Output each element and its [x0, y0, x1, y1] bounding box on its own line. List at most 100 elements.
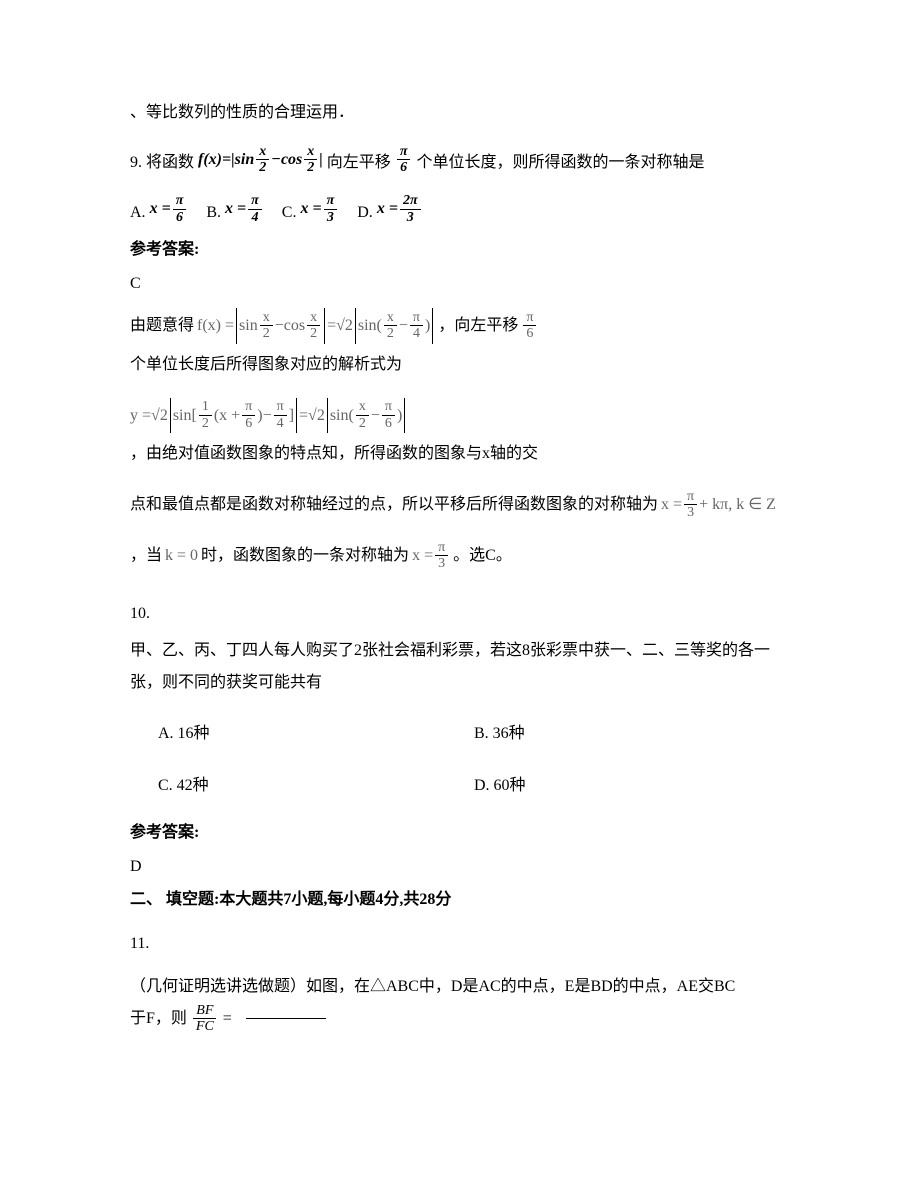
- abs-a: sin[ 1 2 (x + π 6 )− π 4 ]: [168, 398, 299, 433]
- cos: cos: [284, 308, 305, 343]
- d: 3: [435, 556, 448, 571]
- num: x: [256, 144, 269, 160]
- q9-func-lhs: f(x)=: [198, 147, 231, 173]
- k0: k = 0: [165, 538, 198, 573]
- q10-opt-d: D. 60种: [474, 773, 790, 799]
- opt-c-expr: x = π 3: [300, 193, 339, 225]
- minus: −: [271, 147, 281, 173]
- q9-stem: 9. 将函数 f(x)= | sin x 2 − cos x 2 | 向左平移 …: [130, 144, 790, 176]
- lhs: f(x) =: [197, 308, 234, 343]
- n: π: [410, 310, 423, 326]
- den: 2: [304, 160, 317, 175]
- cos-label: cos: [281, 147, 302, 173]
- n: π: [274, 399, 287, 415]
- q9-options: A. x = π 6 B. x = π 4 C. x = π 3: [130, 193, 790, 225]
- q9-explain-4: ，当 k = 0 时，函数图象的一条对称轴为 x = π 3 。选C。: [130, 538, 790, 573]
- f2: π 6: [242, 399, 255, 431]
- close: ): [425, 308, 430, 343]
- num: π: [248, 193, 262, 209]
- n: x: [260, 310, 273, 326]
- minus: −: [399, 308, 408, 343]
- explain-p4c: 。选C。: [453, 538, 512, 573]
- q9-mid1: 向左平移: [327, 150, 391, 176]
- f1: 1 2: [199, 399, 212, 431]
- eq: x =: [300, 196, 321, 222]
- d: 6: [523, 326, 536, 341]
- sqrt2: √2: [336, 308, 353, 343]
- n: π: [684, 489, 697, 505]
- d: 3: [684, 505, 697, 520]
- lhs: y =: [130, 398, 151, 433]
- minus: −: [275, 308, 284, 343]
- n: π: [382, 399, 395, 415]
- n: π: [435, 540, 448, 556]
- q9-func: f(x)= | sin x 2 − cos x 2 |: [198, 144, 323, 176]
- q10-opt-c: C. 42种: [158, 773, 474, 799]
- q9-explain-1: 由题意得 f(x) = sin x 2 − cos x 2 = √2 sin( …: [130, 308, 790, 381]
- frac: 2π 3: [400, 193, 421, 225]
- opt-a-expr: x = π 6: [150, 193, 189, 225]
- abs1: sin x 2 − cos x 2: [234, 308, 327, 343]
- eq: x =: [225, 196, 246, 222]
- sin: sin(: [358, 308, 382, 343]
- f: x 2: [307, 310, 320, 342]
- frac: π 6: [173, 193, 187, 225]
- f: x 2: [260, 310, 273, 342]
- close: ]: [289, 398, 294, 433]
- eq: x =: [150, 196, 171, 222]
- n: x: [307, 310, 320, 326]
- opt-c-label: C.: [282, 200, 297, 226]
- f: π 3: [684, 489, 697, 521]
- q9-answer: C: [130, 271, 790, 297]
- f: π 3: [435, 540, 448, 572]
- abs-b: sin( x 2 − π 6 ): [325, 398, 407, 433]
- close: ): [397, 398, 402, 433]
- sin-label: sin: [235, 147, 255, 173]
- d: 2: [384, 326, 397, 341]
- minus: −: [371, 398, 380, 433]
- abs-close: |: [319, 147, 323, 173]
- eq: =: [327, 308, 336, 343]
- explain-p4-expr: x = π 3: [412, 538, 450, 573]
- q11-text-a: （几何证明选讲选做题）如图，在△ABC中，D是AC的中点，E是BD的中点，AE交…: [130, 971, 790, 1003]
- q11-eq: =: [223, 1003, 232, 1035]
- explain-p1b: ，向左平移: [438, 308, 518, 343]
- n: x: [384, 310, 397, 326]
- explain-p4b: 时，函数图象的一条对称轴为: [201, 538, 409, 573]
- d: 6: [382, 416, 395, 431]
- d: 4: [274, 416, 287, 431]
- sqrt2b: √2: [308, 398, 325, 433]
- q11-number: 11.: [130, 931, 790, 957]
- q10-answer-label: 参考答案:: [130, 820, 790, 846]
- tail: + kπ, k ∈ Z: [699, 487, 776, 522]
- q9-prefix: 将函数: [146, 150, 194, 176]
- den: 4: [248, 210, 261, 225]
- eq: =: [299, 398, 308, 433]
- frac: π 4: [248, 193, 262, 225]
- t: sin[: [173, 398, 197, 433]
- q11-text-b: 于F，则: [130, 1003, 187, 1035]
- explain-p2-tail: ，由绝对值函数图象的特点知，所得函数的图象与x轴的交: [130, 436, 538, 471]
- sqrt2a: √2: [151, 398, 168, 433]
- eq: x =: [377, 196, 398, 222]
- den: 2: [256, 160, 269, 175]
- d: 2: [356, 416, 369, 431]
- q11-blank: [246, 1018, 326, 1019]
- num: π: [324, 193, 338, 209]
- q10-opt-a: A. 16种: [158, 721, 474, 747]
- f3: π 4: [274, 399, 287, 431]
- d: 6: [242, 416, 255, 431]
- opt-d-expr: x = 2π 3: [377, 193, 423, 225]
- opt-a-label: A.: [130, 200, 146, 226]
- g: π 4: [410, 310, 423, 342]
- q9-explain-2: y = √2 sin[ 1 2 (x + π 6 )− π 4 ] = √2 s…: [130, 398, 790, 471]
- num: 2π: [400, 193, 421, 209]
- explain-p3-expr: x = π 3 + kπ, k ∈ Z: [661, 487, 776, 522]
- q10-answer: D: [130, 854, 790, 880]
- f2: π 6: [382, 399, 395, 431]
- section2-title: 二、 填空题:本大题共7小题,每小题4分,共28分: [130, 887, 790, 913]
- explain-p3a: 点和最值点都是函数对称轴经过的点，所以平移后所得函数图象的对称轴为: [130, 487, 658, 522]
- d: FC: [193, 1019, 217, 1034]
- trailing-text: 、等比数列的性质的合理运用．: [130, 104, 354, 121]
- q9-answer-label: 参考答案:: [130, 237, 790, 263]
